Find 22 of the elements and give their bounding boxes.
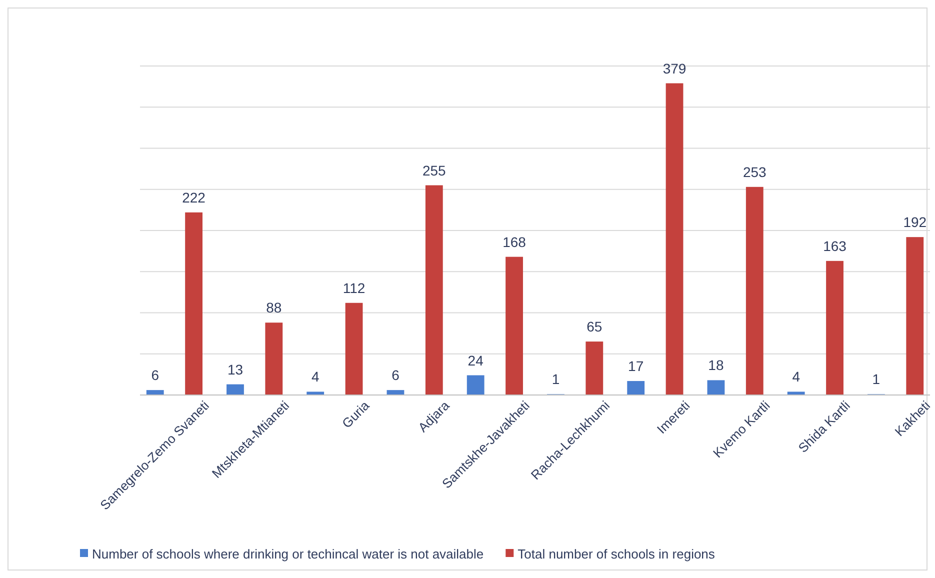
data-label: 253 xyxy=(742,164,767,180)
data-label: 65 xyxy=(586,318,602,335)
data-label: 1 xyxy=(552,371,560,388)
data-label: 222 xyxy=(182,189,206,206)
data-label: 163 xyxy=(823,238,847,254)
data-label: 18 xyxy=(708,357,724,374)
data-label: 6 xyxy=(151,367,160,384)
data-label: 1 xyxy=(872,371,880,388)
data-label: 255 xyxy=(422,162,446,178)
data-label: 88 xyxy=(266,300,282,316)
legend-label: Total number of schools in regions xyxy=(518,546,716,562)
data-label: 112 xyxy=(342,280,366,296)
legend-label: Number of schools where drinking or techincal water is not available xyxy=(92,546,484,562)
data-label: 13 xyxy=(227,361,244,378)
data-label: 4 xyxy=(311,368,320,385)
data-label: 192 xyxy=(903,214,927,230)
data-label: 168 xyxy=(502,234,526,250)
data-label: 379 xyxy=(662,60,686,76)
data-label: 24 xyxy=(468,352,484,368)
data-label: 4 xyxy=(792,368,800,385)
data-label: 6 xyxy=(392,367,400,384)
data-label: 17 xyxy=(628,358,644,374)
